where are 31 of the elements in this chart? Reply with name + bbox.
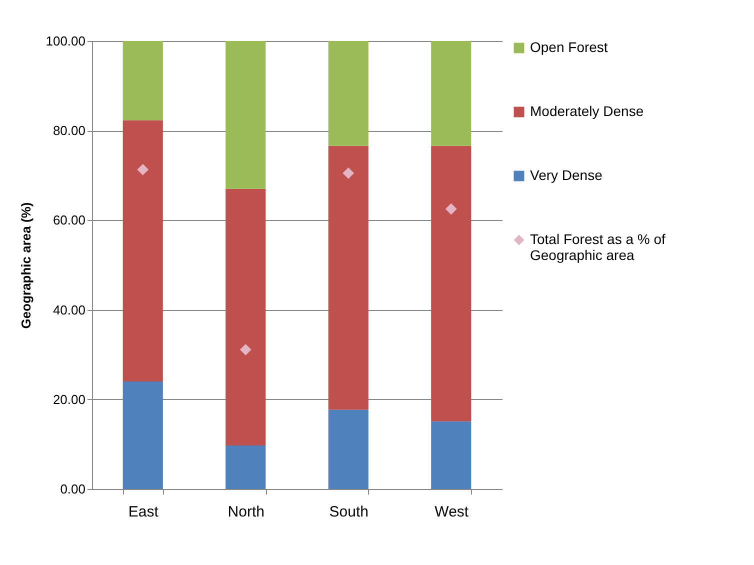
bar: [226, 446, 266, 489]
bar: [328, 41, 368, 146]
x-tick-label: East: [128, 504, 160, 520]
y-tick-label: 80.00: [52, 123, 86, 138]
bar: [122, 41, 163, 120]
point: [240, 344, 252, 356]
x-tick-label: South: [329, 504, 368, 520]
bar: [431, 146, 472, 422]
bar: [431, 41, 472, 146]
bar: [122, 120, 163, 382]
point: [445, 203, 457, 215]
x-tick-label: North: [228, 504, 264, 520]
bar: [328, 146, 368, 410]
y-tick-label: 40.00: [52, 302, 86, 318]
legend-label: Total Forest as a % of Geographic area: [530, 231, 666, 263]
bar: [122, 381, 163, 489]
y-tick-label: 0.00: [60, 482, 86, 496]
x-tick-label: West: [434, 504, 470, 520]
point: [342, 167, 354, 179]
y-axis-title: Geographic area (%): [18, 202, 34, 329]
bar: [226, 41, 266, 189]
bar: [226, 188, 266, 446]
legend-label: Moderately Dense: [530, 103, 644, 119]
point: [137, 164, 149, 176]
bar: [328, 410, 368, 489]
legend-label: Open Forest: [530, 39, 608, 55]
y-tick-label: 60.00: [52, 212, 86, 228]
legend-label: Very Dense: [530, 167, 603, 183]
y-tick-label: 20.00: [52, 392, 86, 407]
bar: [431, 421, 472, 489]
y-tick-label: 100.00: [46, 34, 86, 48]
